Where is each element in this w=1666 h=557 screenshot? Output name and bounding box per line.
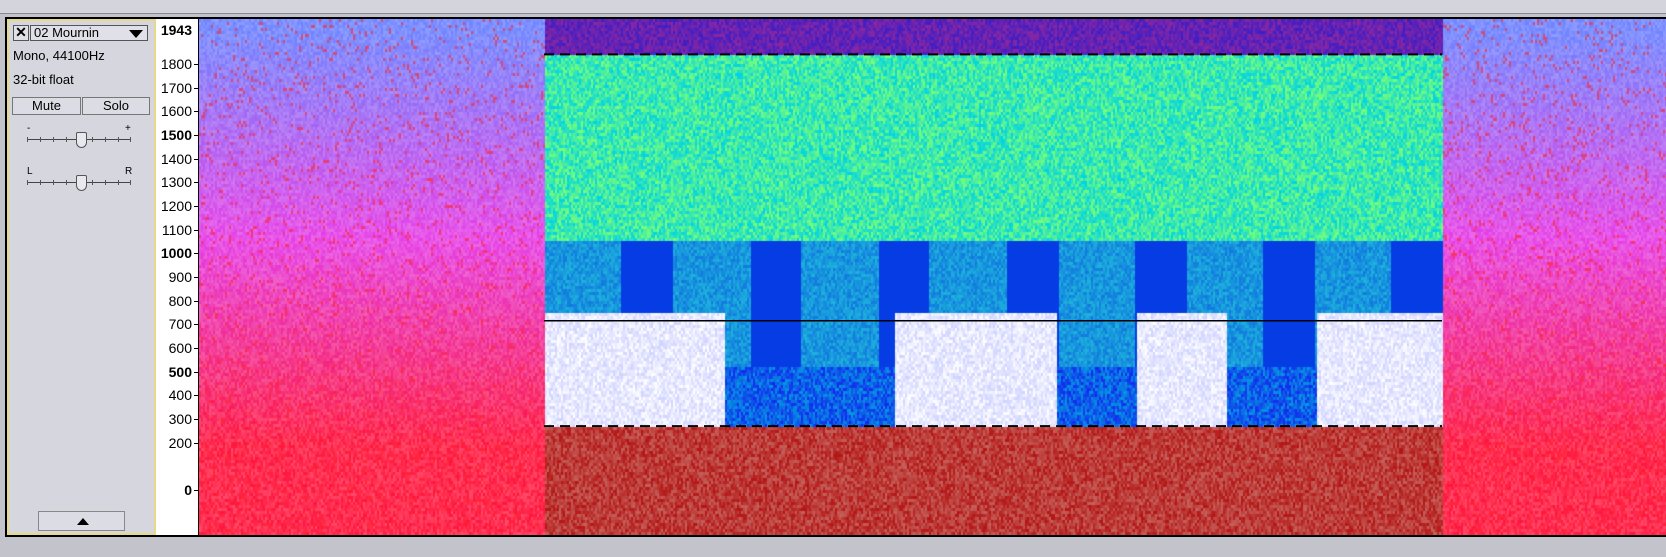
ruler-tick-label: 600 bbox=[168, 339, 192, 356]
frequency-ruler: 1943 1800 1700 1600 1500 1400 1300 1200 1100 1000… bbox=[156, 19, 199, 535]
ruler-tick-mark bbox=[194, 111, 198, 113]
spectrogram-canvas bbox=[199, 19, 1666, 535]
track-control-panel[interactable]: ✕ 02 Mournin Mono, 44100Hz 32-bit float … bbox=[7, 19, 156, 535]
track-name-menu[interactable]: 02 Mournin bbox=[30, 25, 148, 41]
ruler-tick-label: 1100 bbox=[161, 221, 192, 238]
ruler-tick-label: 1000 bbox=[160, 245, 192, 262]
ruler-tick-label: 200 bbox=[168, 434, 192, 451]
ruler-tick-mark bbox=[194, 324, 198, 326]
ruler-tick-label: 500 bbox=[168, 363, 192, 380]
ruler-tick-mark bbox=[194, 158, 198, 160]
ruler-tick-label: 1700 bbox=[160, 79, 192, 96]
ruler-tick-label: 1600 bbox=[160, 103, 192, 120]
pan-left-label: L bbox=[27, 166, 33, 177]
chevron-up-icon bbox=[77, 518, 89, 525]
ruler-tick-mark bbox=[194, 276, 198, 278]
pan-slider-thumb[interactable] bbox=[76, 175, 87, 191]
chevron-down-icon bbox=[129, 30, 143, 38]
ruler-tick-mark bbox=[194, 371, 198, 373]
ruler-tick-mark bbox=[194, 134, 198, 136]
ruler-tick-label: 1500 bbox=[160, 126, 192, 143]
ruler-tick-mark bbox=[194, 205, 198, 207]
pan-right-label: R bbox=[125, 166, 133, 177]
ruler-tick-label: 400 bbox=[168, 387, 192, 404]
spectrogram-view[interactable] bbox=[199, 19, 1666, 535]
ruler-max-label: 1943 bbox=[160, 22, 192, 38]
ruler-tick-label: 300 bbox=[168, 410, 192, 427]
track-format-label: Mono, 44100Hz bbox=[13, 48, 105, 63]
gain-slider-thumb[interactable] bbox=[76, 132, 87, 148]
top-toolbar-edge bbox=[0, 0, 1666, 14]
audio-track: ✕ 02 Mournin Mono, 44100Hz 32-bit float … bbox=[5, 17, 1666, 537]
ruler-tick-mark bbox=[194, 418, 198, 420]
ruler-tick-mark bbox=[194, 442, 198, 444]
gain-minus-label: - bbox=[27, 123, 31, 134]
ruler-tick-mark bbox=[194, 63, 198, 65]
ruler-tick-mark bbox=[194, 229, 198, 231]
pan-slider[interactable]: L R bbox=[27, 166, 135, 196]
ruler-tick-mark bbox=[194, 300, 198, 302]
ruler-tick-label: 900 bbox=[168, 268, 192, 285]
gain-plus-label: + bbox=[125, 123, 131, 134]
gain-slider[interactable]: - + bbox=[27, 123, 135, 153]
mute-button[interactable]: Mute bbox=[12, 97, 81, 115]
ruler-tick-label: 1400 bbox=[160, 150, 192, 167]
ruler-tick-label: 1800 bbox=[160, 55, 192, 72]
ruler-tick-mark bbox=[194, 347, 198, 349]
close-track-button[interactable]: ✕ bbox=[13, 25, 29, 41]
ruler-tick-label: 1200 bbox=[160, 197, 192, 214]
ruler-tick-label: 1300 bbox=[160, 174, 192, 191]
ruler-tick-mark bbox=[194, 182, 198, 184]
bottom-edge bbox=[0, 537, 1666, 557]
ruler-tick-mark bbox=[194, 490, 198, 491]
ruler-tick-label: 800 bbox=[168, 292, 192, 309]
solo-button[interactable]: Solo bbox=[82, 97, 150, 115]
track-bitdepth-label: 32-bit float bbox=[13, 72, 74, 87]
ruler-tick-label: 0 bbox=[184, 482, 192, 498]
ruler-tick-mark bbox=[194, 395, 198, 397]
ruler-tick-mark bbox=[194, 87, 198, 89]
ruler-tick-mark bbox=[194, 253, 198, 255]
collapse-track-button[interactable] bbox=[38, 511, 125, 531]
track-name-label: 02 Mournin bbox=[34, 25, 100, 40]
ruler-tick-label: 700 bbox=[168, 316, 192, 333]
